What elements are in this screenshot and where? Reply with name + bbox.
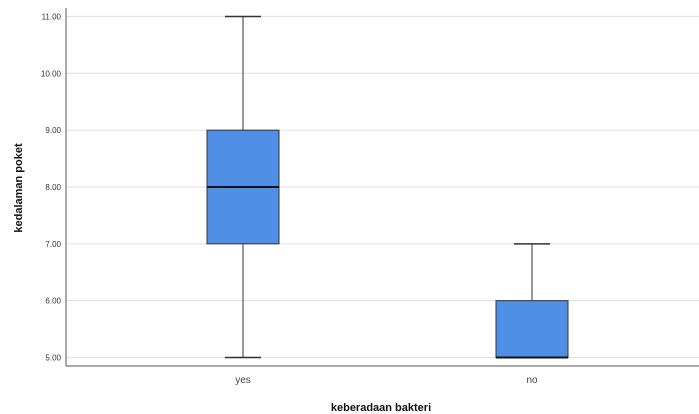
grid-lines: [66, 15, 699, 359]
x-category-label: yes: [235, 375, 251, 386]
y-tick-label: 8.00: [45, 183, 61, 192]
y-tick-labels: 5.00 6.00 7.00 8.00 9.00 10.00 11.00: [41, 13, 62, 363]
x-category-label: no: [526, 375, 538, 386]
box-layer: [206, 15, 569, 359]
y-tick-label: 7.00: [45, 240, 61, 249]
box-group-no: [495, 243, 569, 359]
box-group-yes: [206, 15, 280, 359]
axes: [65, 8, 699, 367]
y-tick-label: 6.00: [45, 297, 61, 306]
y-axis-title: kedalaman poket: [13, 143, 25, 233]
x-axis-title: keberadaan bakteri: [331, 402, 431, 414]
y-tick-label: 10.00: [41, 69, 62, 78]
x-category-labels: yes no: [235, 375, 538, 386]
y-tick-label: 11.00: [42, 13, 62, 22]
y-tick-label: 5.00: [45, 353, 61, 362]
iqr-box: [495, 300, 569, 358]
y-tick-label: 9.00: [45, 126, 61, 135]
